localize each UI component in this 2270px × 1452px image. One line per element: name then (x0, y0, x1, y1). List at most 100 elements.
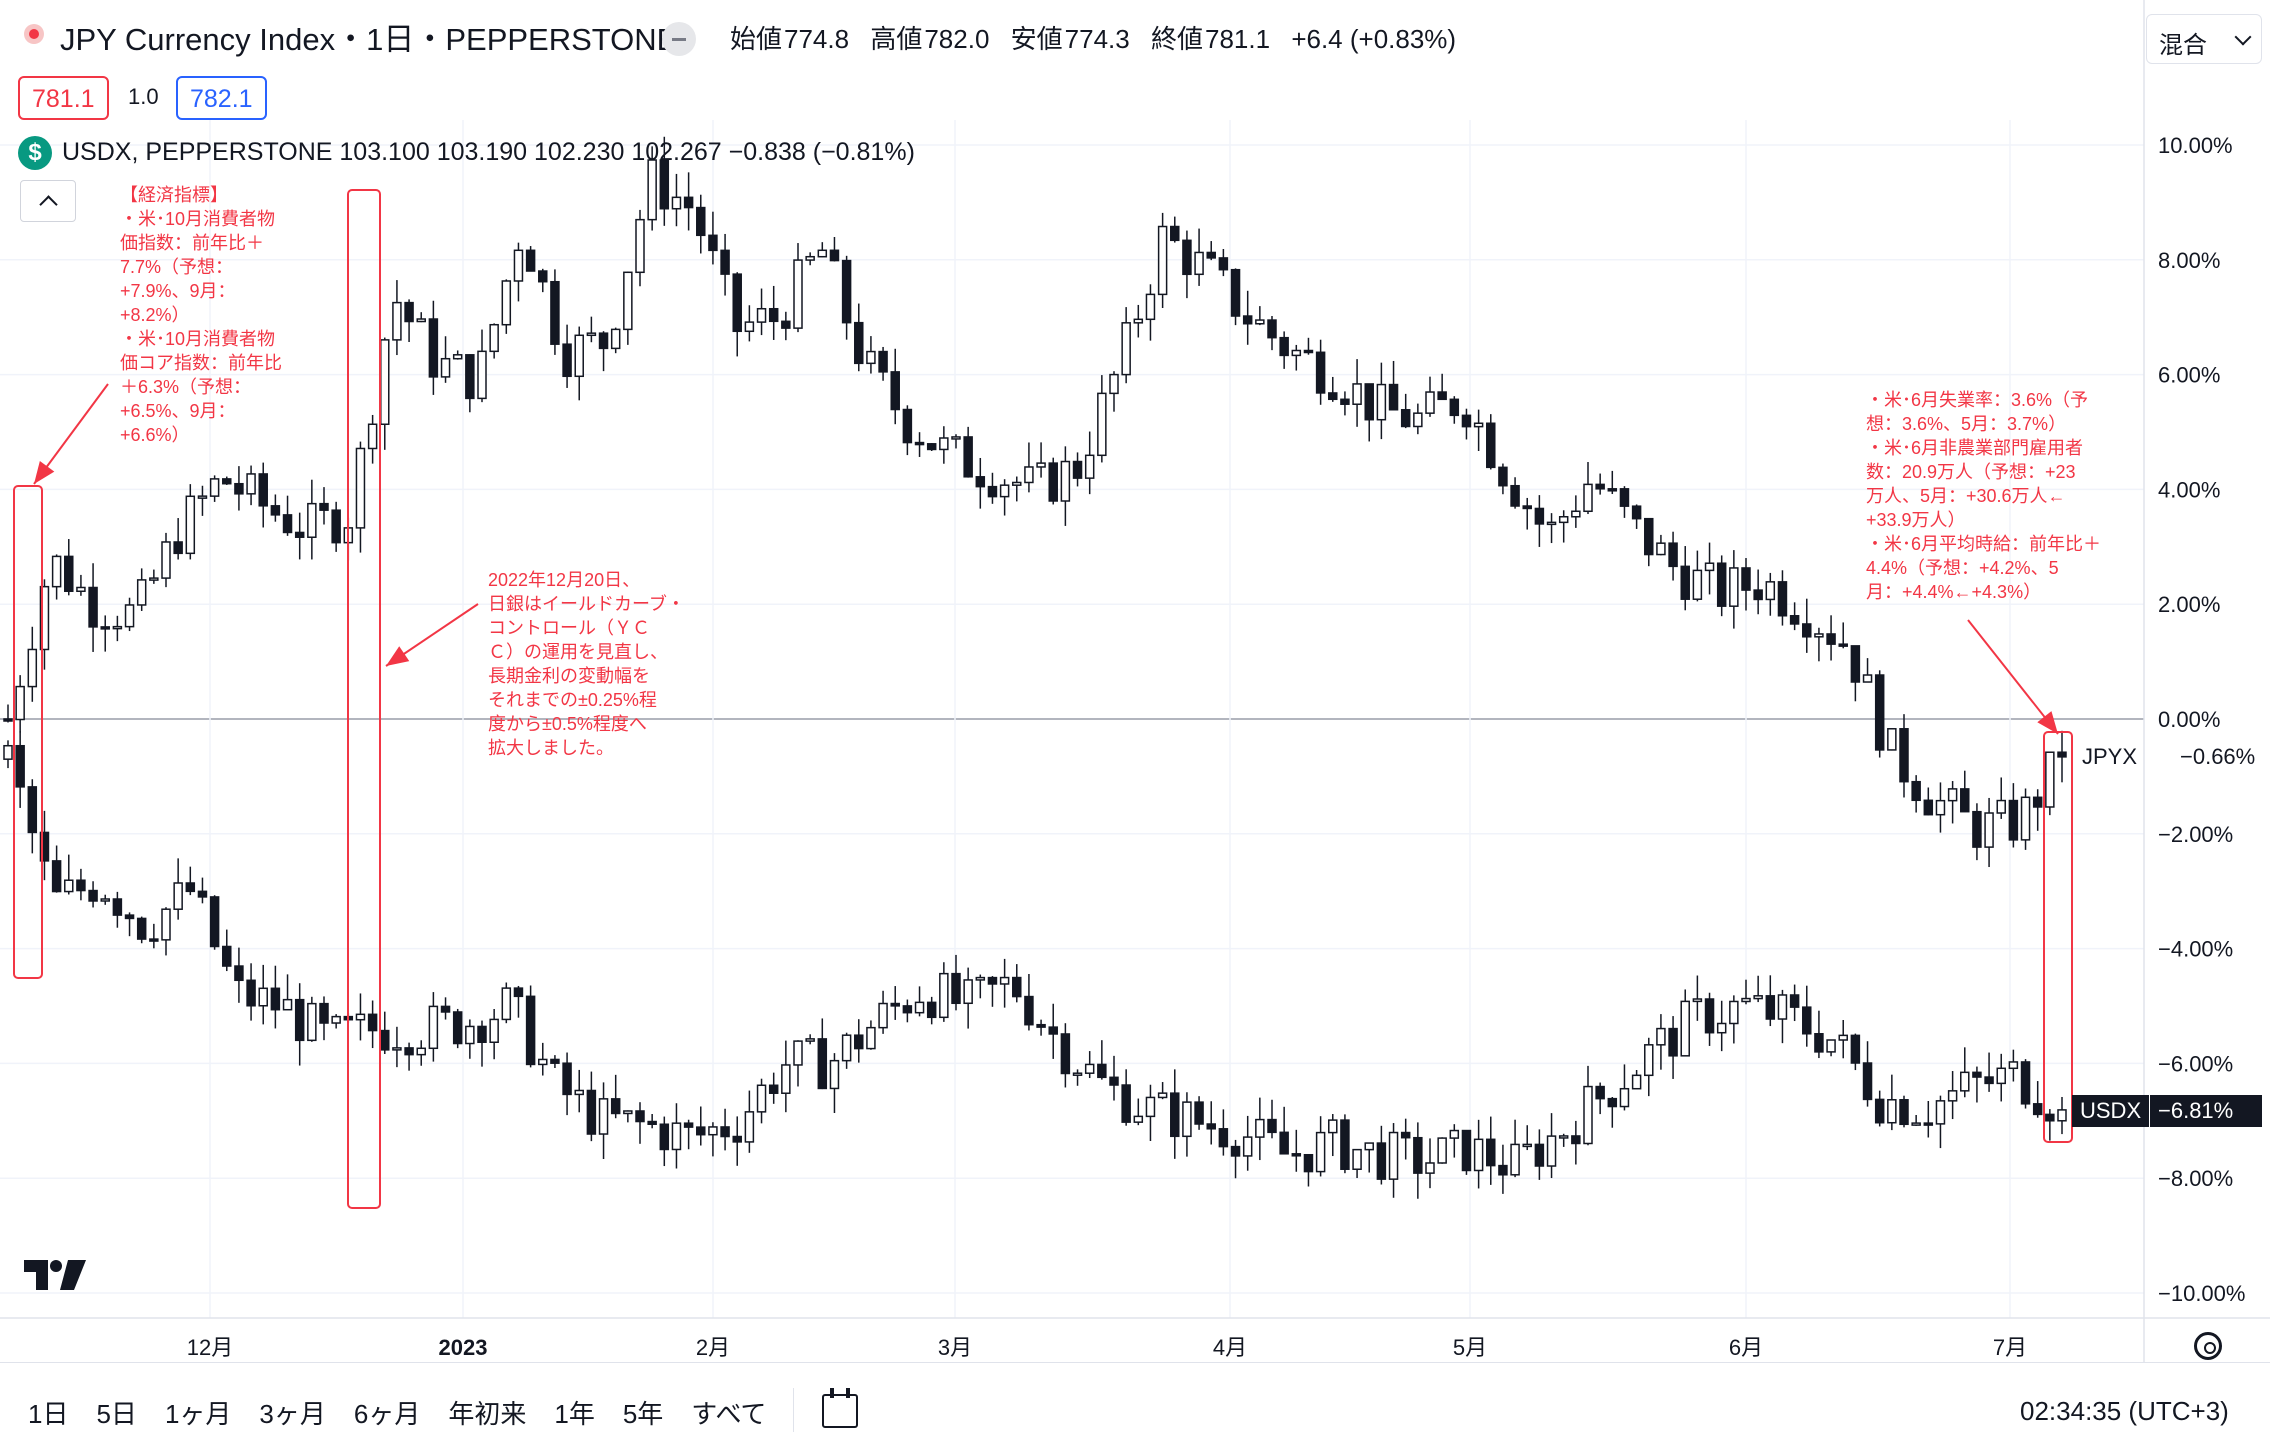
scale-mode-dropdown[interactable]: 混合 (2146, 14, 2262, 64)
candle-up (1814, 633, 1824, 638)
sell-price-button[interactable]: 781.1 (18, 76, 109, 120)
candle-down (1498, 466, 1508, 487)
candle-up (1291, 349, 1302, 357)
candle-down (659, 159, 670, 210)
candle-down (428, 318, 439, 378)
range-button-6[interactable]: 1年 (554, 1399, 595, 1429)
x-tick-label: 12月 (187, 1335, 233, 1360)
candle-up (1364, 1142, 1374, 1151)
candle-down (1218, 1128, 1229, 1148)
symbol-title[interactable]: JPY Currency Index・1日・PEPPERSTONE (60, 22, 678, 57)
candle-down (562, 1062, 572, 1096)
candle-down (1230, 1145, 1241, 1157)
candle-up (793, 1040, 803, 1066)
candle-up (1097, 392, 1107, 457)
arrowhead (386, 646, 410, 666)
candle-down (586, 1089, 597, 1135)
candle-down (1400, 409, 1411, 428)
candle-up (963, 979, 973, 1005)
candle-down (149, 938, 159, 942)
candle-up (1182, 1101, 1192, 1138)
hide-indicator-button[interactable] (662, 22, 696, 56)
candle-up (392, 301, 402, 341)
candle-down (598, 332, 609, 350)
candle-up (51, 555, 62, 588)
candle-up (1522, 1143, 1532, 1148)
candle-down (1267, 1118, 1277, 1134)
range-button-7[interactable]: 5年 (622, 1399, 664, 1429)
dollar-icon: $ (18, 136, 52, 170)
ohlc-change: +6.4 (+0.83%) (1291, 24, 1457, 54)
candle-down (1437, 391, 1447, 401)
candle-down (1668, 542, 1678, 568)
candle-down (1826, 633, 1836, 645)
buy-price-button[interactable]: 782.1 (176, 76, 267, 120)
candle-down (768, 1084, 779, 1094)
range-button-2[interactable]: 1ヶ月 (164, 1399, 232, 1429)
candle-up (136, 579, 147, 606)
settings-gear-icon[interactable] (2194, 1332, 2222, 1360)
candle-down (1170, 1092, 1180, 1138)
candle-down (1291, 1153, 1302, 1157)
candle-down (1036, 1023, 1046, 1028)
candle-up (1473, 1138, 1484, 1172)
candle-up (1546, 521, 1557, 526)
range-button-1[interactable]: 5日 (96, 1399, 137, 1429)
candle-down (1680, 565, 1690, 600)
candle-up (428, 1005, 439, 1050)
candle-up (1692, 998, 1703, 1003)
candle-down (914, 441, 925, 446)
candle-down (1607, 1097, 1618, 1108)
collapse-legend-button[interactable] (20, 180, 76, 222)
series-jpyx (3, 136, 2067, 868)
candle-up (100, 898, 110, 902)
candle-up (1352, 1148, 1362, 1170)
candle-up (1656, 542, 1666, 556)
bottom-separator (793, 1388, 794, 1432)
candle-down (550, 280, 560, 345)
candle-down (1170, 225, 1180, 242)
candle-down (659, 1123, 670, 1151)
range-button-5[interactable]: 年初来 (448, 1399, 527, 1429)
candle-up (647, 159, 657, 221)
candle-down (1340, 1119, 1350, 1170)
x-tick-label: 2月 (696, 1335, 730, 1360)
candle-down (1534, 507, 1545, 525)
candle-down (1850, 645, 1861, 683)
candle-down (854, 321, 864, 365)
candle-up (1255, 1118, 1265, 1138)
usdx-series-tag: USDX (2072, 1095, 2150, 1127)
candle-up (1388, 1131, 1399, 1180)
range-button-8[interactable]: すべて (691, 1399, 767, 1429)
candle-down (1595, 1085, 1605, 1100)
range-button-0[interactable]: 1日 (28, 1399, 69, 1429)
candle-up (1413, 412, 1423, 428)
y-axis: 10.00% 8.00% 6.00% 4.00% 2.00% 0.00% −2.00% −4.… (2158, 133, 2245, 1306)
spread-value: 1.0 (128, 84, 159, 109)
range-button-3[interactable]: 3ヶ月 (259, 1399, 326, 1429)
candle-down (1267, 319, 1277, 339)
candles (3, 136, 2067, 1199)
candle-up (538, 1058, 548, 1066)
candle-up (1558, 516, 1569, 524)
candle-up (282, 998, 293, 1011)
tradingview-logo-icon[interactable] (24, 1260, 86, 1290)
candle-up (1631, 1074, 1642, 1090)
candle-down (2032, 796, 2043, 808)
candle-up (501, 280, 512, 326)
candle-up (1072, 1072, 1083, 1076)
clock-timezone[interactable]: 02:34:35 (UTC+3) (2020, 1396, 2229, 1426)
candle-up (1729, 1000, 1739, 1025)
overlays (13, 189, 2073, 1209)
candle-up (1960, 1071, 1970, 1092)
usdx-last-value: −6.81% (2150, 1095, 2262, 1127)
go-to-date-icon[interactable] (822, 1388, 858, 1428)
candle-down (1765, 995, 1776, 1020)
candle-down (1850, 1034, 1861, 1064)
scale-mode-label: 混合 (2159, 32, 2207, 59)
candle-down (404, 1047, 414, 1056)
range-button-4[interactable]: 6ヶ月 (353, 1399, 421, 1429)
candle-up (1157, 225, 1168, 296)
